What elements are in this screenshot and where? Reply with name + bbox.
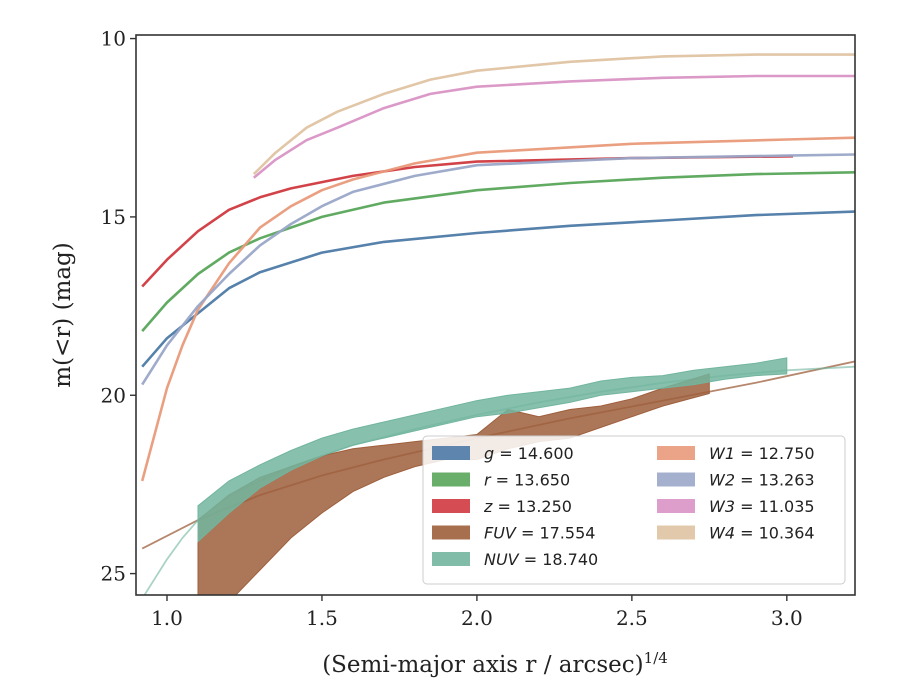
series-w4-line bbox=[252, 53, 855, 176]
legend-swatch-w4 bbox=[657, 525, 695, 540]
ticks-layer: 1.0 1.5 2.0 2.5 3.0 10 15 20 25 bbox=[101, 27, 803, 630]
legend-swatch-w1 bbox=[657, 446, 695, 460]
series-w2-line bbox=[141, 153, 855, 386]
series-nuv-band bbox=[197, 357, 788, 543]
legend-label-w4: W4 = 10.364 bbox=[709, 524, 815, 543]
series-g-line bbox=[141, 210, 855, 368]
legend-label-fuv: FUV = 17.554 bbox=[484, 524, 595, 543]
y-tick-label: 25 bbox=[101, 562, 126, 586]
legend-label-r: r = 13.650 bbox=[484, 471, 570, 490]
legend-label-w2: W2 = 13.263 bbox=[709, 471, 815, 490]
legend-swatch-g bbox=[432, 446, 470, 460]
x-tick-label: 1.5 bbox=[306, 606, 338, 630]
series-r-line bbox=[141, 171, 855, 332]
legend-label-z: z = 13.250 bbox=[483, 497, 572, 516]
x-tick-label: 2.5 bbox=[616, 606, 648, 630]
legend-swatch-r bbox=[432, 472, 470, 487]
legend-frame bbox=[422, 435, 846, 585]
x-tick-label: 3.0 bbox=[771, 606, 803, 630]
plot-frame bbox=[135, 34, 856, 596]
series-z-line bbox=[141, 155, 794, 288]
legend: g = 14.600 r = 13.650 z = 13.250 FUV = 17.5… bbox=[422, 435, 846, 585]
legend-label-w3: W3 = 11.035 bbox=[709, 497, 815, 516]
legend-swatch-w2 bbox=[657, 472, 695, 487]
x-axis-title-main: (Semi-major axis r / arcsec) bbox=[322, 652, 643, 678]
legend-swatch-z bbox=[432, 499, 470, 513]
series-w3-line bbox=[252, 74, 855, 179]
y-axis-title: m(<r) (mag) bbox=[50, 242, 76, 388]
x-tick-label: 2.0 bbox=[461, 606, 493, 630]
legend-label-w1: W1 = 12.750 bbox=[709, 444, 815, 463]
y-tick-label: 15 bbox=[101, 205, 126, 229]
legend-swatch-fuv bbox=[432, 525, 470, 540]
legend-swatch-w3 bbox=[657, 499, 695, 513]
legend-label-g: g = 14.600 bbox=[484, 444, 574, 463]
series-w1-line bbox=[140, 136, 855, 482]
x-axis-title-exponent: 1/4 bbox=[644, 649, 668, 667]
y-tick-label: 20 bbox=[101, 383, 126, 407]
x-tick-label: 1.0 bbox=[151, 606, 183, 630]
legend-swatch-nuv bbox=[432, 552, 470, 566]
x-axis-title: (Semi-major axis r / arcsec)1/4 bbox=[322, 649, 668, 678]
series-fuv-band bbox=[197, 373, 710, 595]
y-tick-label: 10 bbox=[101, 27, 126, 51]
series-layer bbox=[140, 53, 855, 595]
legend-label-nuv: NUV = 18.740 bbox=[484, 550, 598, 569]
